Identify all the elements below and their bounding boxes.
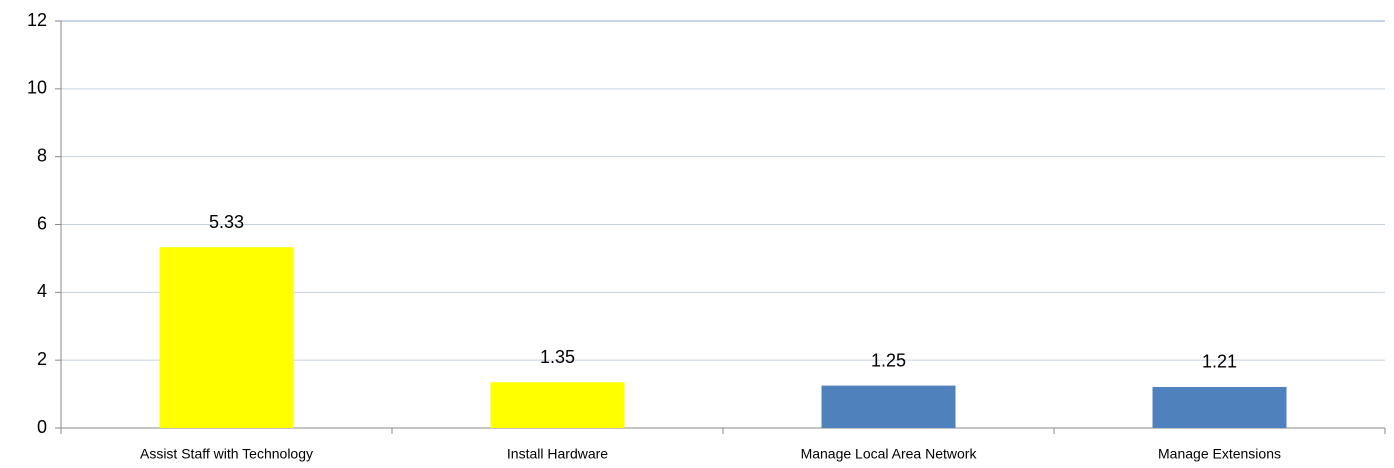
x-tick-label: Assist Staff with Technology xyxy=(140,446,313,462)
data-label: 1.25 xyxy=(871,350,906,370)
y-tick-label: 6 xyxy=(37,213,47,233)
data-label: 1.35 xyxy=(540,347,575,367)
bar xyxy=(821,385,956,428)
y-tick-label: 10 xyxy=(27,78,47,98)
bar xyxy=(1152,386,1287,428)
bar xyxy=(159,247,294,428)
y-tick-label: 12 xyxy=(27,10,47,30)
x-tick-label: Install Hardware xyxy=(507,446,608,462)
x-tick-label: Manage Extensions xyxy=(1158,446,1281,462)
bar xyxy=(490,382,625,428)
data-label: 5.33 xyxy=(209,212,244,232)
x-tick-label: Manage Local Area Network xyxy=(801,446,978,462)
data-label: 1.21 xyxy=(1202,352,1237,372)
y-tick-label: 8 xyxy=(37,145,47,165)
y-tick-label: 2 xyxy=(37,349,47,369)
y-tick-label: 0 xyxy=(37,417,47,437)
y-tick-label: 4 xyxy=(37,281,47,301)
